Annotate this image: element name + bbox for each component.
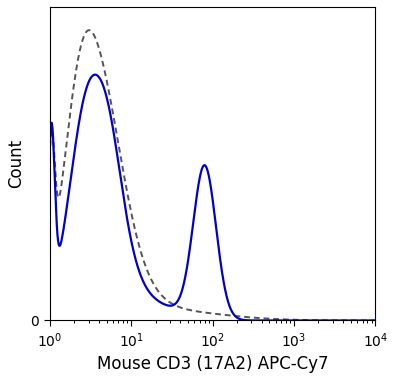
Y-axis label: Count: Count (7, 139, 25, 188)
X-axis label: Mouse CD3 (17A2) APC-Cy7: Mouse CD3 (17A2) APC-Cy7 (97, 355, 328, 373)
